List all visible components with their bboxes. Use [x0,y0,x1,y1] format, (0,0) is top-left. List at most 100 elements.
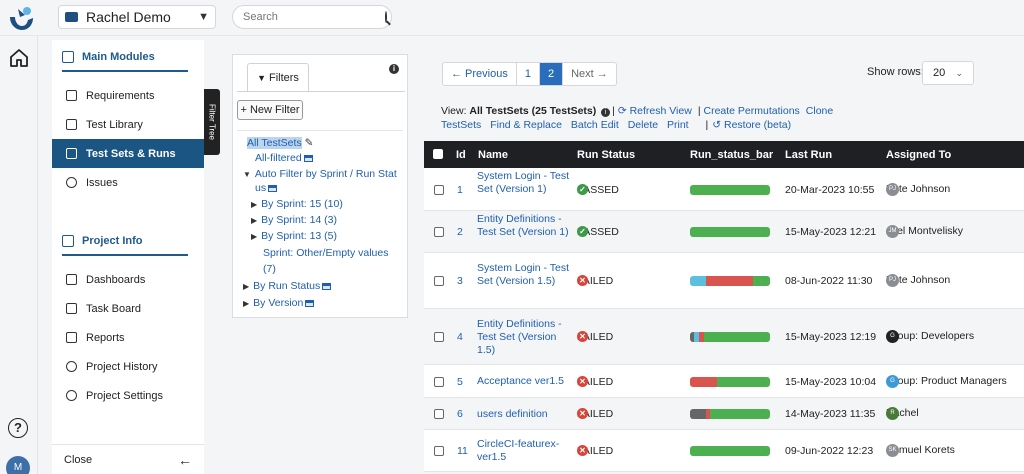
sidebar-item-project-settings[interactable]: Project Settings [52,381,204,410]
caret-right-icon[interactable]: ▶ [251,216,258,225]
info-icon[interactable]: i [389,64,399,74]
testsets-link[interactable]: TestSets [441,119,482,131]
tree-item-all-testsets[interactable]: All TestSets ✎ [247,137,314,149]
row-id-link[interactable]: 6 [457,408,463,420]
table-icon [303,154,313,162]
table-row[interactable]: 11 CircleCI-featurex-ver1.5 ✕ FAILED 09-Jun-… [424,430,1024,472]
create-permutations-link[interactable]: Create Permutations [703,105,800,117]
sidebar-item-project-history[interactable]: Project History [52,352,204,381]
tree-item-auto-filter-cont[interactable]: us [255,182,278,194]
run-status-bar [690,376,770,387]
next-page-button[interactable]: Next → [571,68,608,80]
rows-per-page-select[interactable]: 20 ⌄ [922,61,974,85]
error-circle-icon: ✕ [577,331,588,342]
restore-link[interactable]: ↺ Restore (beta) [712,119,792,131]
row-checkbox[interactable] [434,184,444,195]
row-name-link[interactable]: System Login - Test Set (Version 1.5) [477,261,570,287]
col-run-status-bar[interactable]: Run_status_bar [690,149,774,161]
sidebar-item-dashboards[interactable]: Dashboards [52,265,204,294]
page-1-button[interactable]: 1 [517,63,540,85]
caret-right-icon[interactable]: ▶ [251,232,258,241]
caret-down-icon[interactable]: ▼ [243,170,251,179]
help-icon[interactable]: ? [8,418,28,438]
table-row[interactable]: 2 Entity Definitions - Test Set (Version … [424,211,1024,253]
row-id-link[interactable]: 3 [457,275,463,287]
search-icon[interactable] [385,11,387,23]
refresh-view-link[interactable]: ⟳ Refresh View [617,105,692,117]
tree-item-sprint-other[interactable]: Sprint: Other/Empty values [263,247,389,259]
row-id-link[interactable]: 11 [457,445,468,457]
row-checkbox[interactable] [434,332,444,342]
filter-tree-toggle[interactable]: Filter Tree [204,89,220,155]
previous-page-button[interactable]: ← Previous [443,63,517,85]
page-2-button[interactable]: 2 [539,63,564,85]
row-checkbox[interactable] [434,276,444,286]
search-box[interactable] [232,5,392,29]
delete-link[interactable]: Delete [627,119,659,131]
table-row[interactable]: 1 System Login - Test Set (Version 1) ✓ PAS… [424,168,1024,211]
row-checkbox[interactable] [434,227,444,237]
tree-item-sprint-15[interactable]: ▶ By Sprint: 15 (10) [251,198,343,210]
table-row[interactable]: 6 users definition ✕ FAILED 14-May-2023 11:3… [424,398,1024,430]
sidebar-item-label: Test Sets & Runs [86,147,176,160]
sidebar-item-test-library[interactable]: Test Library [52,110,204,139]
col-assigned-to[interactable]: Assigned To [886,149,952,161]
table-row[interactable]: 4 Entity Definitions - Test Set (Version … [424,309,1024,365]
sidebar-item-requirements[interactable]: Requirements [52,81,204,110]
row-name-link[interactable]: Acceptance ver1.5 [477,375,564,387]
close-sidebar-button[interactable]: Close ← [52,444,204,474]
find-replace-link[interactable]: Find & Replace [490,119,562,131]
sidebar-item-test-sets-runs[interactable]: Test Sets & Runs [52,139,204,168]
caret-right-icon[interactable]: ▶ [251,200,258,209]
table-row[interactable]: 3 System Login - Test Set (Version 1.5) ✕ F… [424,253,1024,309]
tree-item-sprint-other-count[interactable]: (7) [263,263,276,275]
row-name-link[interactable]: CircleCI-featurex-ver1.5 [477,438,560,463]
app-logo-icon[interactable] [6,3,36,33]
caret-right-icon[interactable]: ▶ [243,282,250,291]
select-all-checkbox[interactable] [433,149,443,159]
pencil-icon[interactable]: ✎ [304,137,314,149]
search-input[interactable] [243,11,385,23]
row-name-link[interactable]: Entity Definitions - Test Set (Version 1… [477,317,562,356]
row-checkbox[interactable] [434,446,444,456]
filter-panel: ▼ Filters i + New Filter All TestSets ✎ … [232,54,408,318]
home-icon[interactable] [9,48,29,68]
sidebar: Main Modules Requirements Test Library Tes… [52,40,204,474]
batch-edit-link[interactable]: Batch Edit [570,119,619,131]
tree-item-auto-filter[interactable]: ▼ Auto Filter by Sprint / Run Stat [243,168,397,180]
sidebar-item-issues[interactable]: Issues [52,168,204,197]
check-circle-icon: ✓ [577,226,588,237]
last-run: 14-May-2023 11:35 [785,408,876,420]
last-run: 15-May-2023 12:21 [785,226,877,238]
print-link[interactable]: Print [667,119,689,131]
row-name-link[interactable]: System Login - Test Set (Version 1) [477,170,570,195]
tree-item-sprint-14[interactable]: ▶ By Sprint: 14 (3) [251,214,338,226]
row-checkbox[interactable] [434,376,444,387]
row-name-link[interactable]: Entity Definitions - Test Set (Version 1… [477,212,569,238]
row-name-link[interactable]: users definition [477,407,548,420]
row-checkbox[interactable] [434,409,444,419]
col-run-status[interactable]: Run Status [577,149,636,161]
tab-filters[interactable]: ▼ Filters [247,63,309,91]
sidebar-item-reports[interactable]: Reports [52,323,204,352]
col-id[interactable]: Id [456,149,466,161]
sidebar-item-task-board[interactable]: Task Board [52,294,204,323]
table-row[interactable]: 5 Acceptance ver1.5 ✕ FAILED 15-May-2023 10:… [424,365,1024,398]
clone-link[interactable]: Clone [805,105,834,117]
user-avatar[interactable]: M [6,456,30,474]
tree-item-by-version[interactable]: ▶ By Version [243,297,315,309]
col-name[interactable]: Name [478,149,508,161]
tree-item-sprint-13[interactable]: ▶ By Sprint: 13 (5) [251,230,338,242]
row-id-link[interactable]: 4 [457,331,463,343]
view-name: All TestSets (25 TestSets) [469,105,597,117]
new-filter-button[interactable]: + New Filter [237,100,303,120]
tree-item-by-run-status[interactable]: ▶ By Run Status [243,280,332,292]
caret-right-icon[interactable]: ▶ [243,299,250,308]
row-id-link[interactable]: 2 [457,226,463,238]
col-last-run[interactable]: Last Run [785,149,833,161]
tree-item-all-filtered[interactable]: All-filtered [255,152,313,164]
row-id-link[interactable]: 1 [457,183,463,196]
info-icon[interactable]: i [601,108,611,117]
project-select[interactable]: Rachel Demo ▼ [58,5,216,29]
row-id-link[interactable]: 5 [457,375,463,388]
